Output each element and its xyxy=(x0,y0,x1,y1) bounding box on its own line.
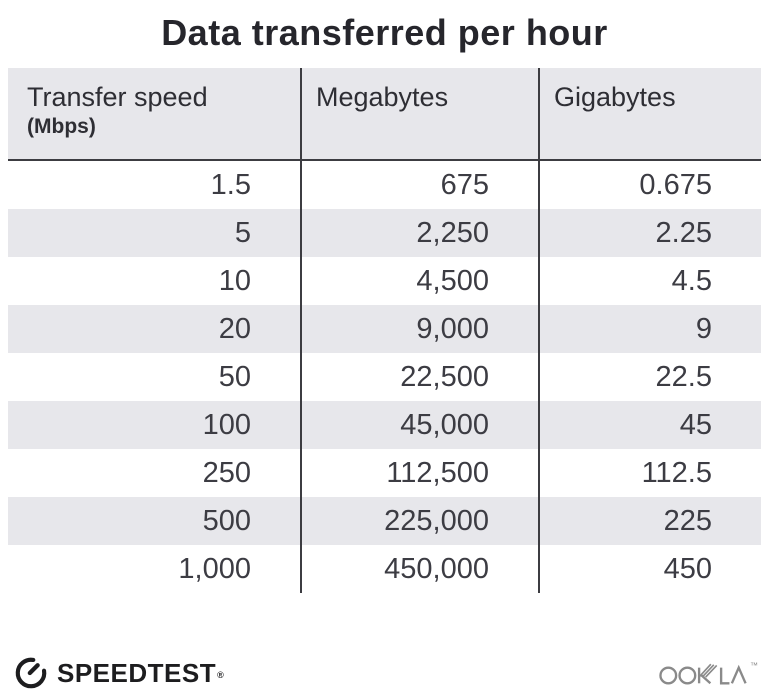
ookla-wordmark-icon xyxy=(659,662,749,691)
cell-transfer-speed: 20 xyxy=(8,305,302,353)
header-sublabel: (Mbps) xyxy=(27,115,96,139)
data-table: Transfer speed (Mbps) Megabytes Gigabyte… xyxy=(8,68,761,593)
cell-gigabytes: 112.5 xyxy=(641,456,712,489)
cell-gigabytes: 45 xyxy=(679,408,712,441)
cell-transfer-speed: 1.5 xyxy=(8,161,302,209)
header-label: Gigabytes xyxy=(554,82,676,112)
cell-gigabytes: 225 xyxy=(663,504,712,537)
cell-transfer-speed: 5 xyxy=(8,209,302,257)
cell-transfer-speed: 500 xyxy=(8,497,302,545)
table-row: 5 2,250 2.25 xyxy=(8,209,761,257)
cell-gigabytes: 9 xyxy=(695,312,712,345)
table-row: 1,000 450,000 450 xyxy=(8,545,761,593)
table-body: 1.5 675 0.675 5 2,250 2.25 10 4,500 4.5 20 9,000 9 5… xyxy=(8,161,761,593)
table-row: 20 9,000 9 xyxy=(8,305,761,353)
cell-megabytes: 22,500 xyxy=(302,353,540,401)
registered-mark: ® xyxy=(217,670,224,680)
footer: SPEEDTEST ® ™ xyxy=(0,650,769,698)
cell-gigabytes: 0.675 xyxy=(639,168,712,201)
cell-transfer-speed: 1,000 xyxy=(8,545,302,593)
cell-megabytes: 675 xyxy=(302,161,540,209)
speedometer-icon xyxy=(14,656,48,690)
cell-megabytes: 9,000 xyxy=(302,305,540,353)
table-row: 1.5 675 0.675 xyxy=(8,161,761,209)
table-row: 50 22,500 22.5 xyxy=(8,353,761,401)
cell-gigabytes: 450 xyxy=(663,552,712,585)
cell-megabytes: 2,250 xyxy=(302,209,540,257)
cell-transfer-speed: 10 xyxy=(8,257,302,305)
cell-megabytes: 112,500 xyxy=(302,449,540,497)
cell-gigabytes: 2.25 xyxy=(655,216,712,249)
header-gigabytes: Gigabytes xyxy=(540,68,761,159)
cell-gigabytes: 22.5 xyxy=(655,360,712,393)
cell-megabytes: 225,000 xyxy=(302,497,540,545)
header-transfer-speed: Transfer speed (Mbps) xyxy=(8,68,302,159)
cell-gigabytes: 4.5 xyxy=(671,264,712,297)
header-label: Transfer speed xyxy=(27,82,208,112)
trademark-mark: ™ xyxy=(750,661,758,670)
table-row: 100 45,000 45 xyxy=(8,401,761,449)
cell-transfer-speed: 250 xyxy=(8,449,302,497)
table-row: 10 4,500 4.5 xyxy=(8,257,761,305)
speedtest-logo: SPEEDTEST ® xyxy=(14,656,224,690)
table-row: 500 225,000 225 xyxy=(8,497,761,545)
ookla-logo: ™ xyxy=(659,661,758,691)
table-header-row: Transfer speed (Mbps) Megabytes Gigabyte… xyxy=(8,68,761,161)
cell-megabytes: 45,000 xyxy=(302,401,540,449)
cell-transfer-speed: 100 xyxy=(8,401,302,449)
page-title: Data transferred per hour xyxy=(161,12,608,53)
table-row: 250 112,500 112.5 xyxy=(8,449,761,497)
header-megabytes: Megabytes xyxy=(302,68,540,159)
cell-megabytes: 4,500 xyxy=(302,257,540,305)
header-label: Megabytes xyxy=(316,82,449,112)
cell-transfer-speed: 50 xyxy=(8,353,302,401)
cell-megabytes: 450,000 xyxy=(302,545,540,593)
speedtest-wordmark: SPEEDTEST xyxy=(57,657,217,688)
